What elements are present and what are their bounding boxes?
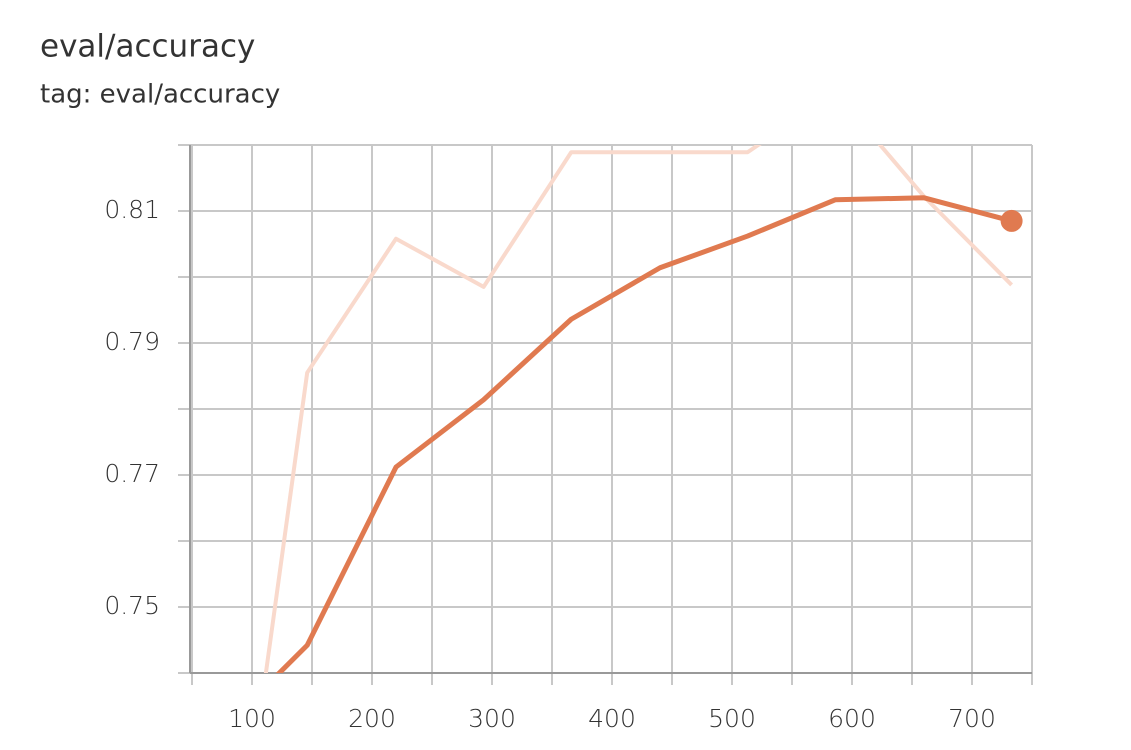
x-tick-label: 500 bbox=[708, 704, 756, 733]
x-tick-label: 300 bbox=[468, 704, 516, 733]
x-tick-label: 200 bbox=[348, 704, 396, 733]
y-tick-label: 0.79 bbox=[104, 327, 160, 356]
y-tick-label: 0.75 bbox=[104, 591, 160, 620]
x-tick-label: 700 bbox=[948, 704, 996, 733]
last-point bbox=[1000, 209, 1023, 232]
line-series bbox=[263, 145, 1014, 673]
x-tick-label: 400 bbox=[588, 704, 636, 733]
x-tick-label: 600 bbox=[828, 704, 876, 733]
x-tick-label: 100 bbox=[228, 704, 276, 733]
chart-title: eval/accuracy bbox=[40, 29, 255, 65]
line-series bbox=[275, 195, 1013, 673]
plot-area bbox=[263, 145, 1014, 673]
chart-subtitle: tag: eval/accuracy bbox=[40, 80, 280, 110]
y-tick-label: 0.77 bbox=[104, 459, 160, 488]
y-tick-label: 0.81 bbox=[104, 195, 160, 224]
